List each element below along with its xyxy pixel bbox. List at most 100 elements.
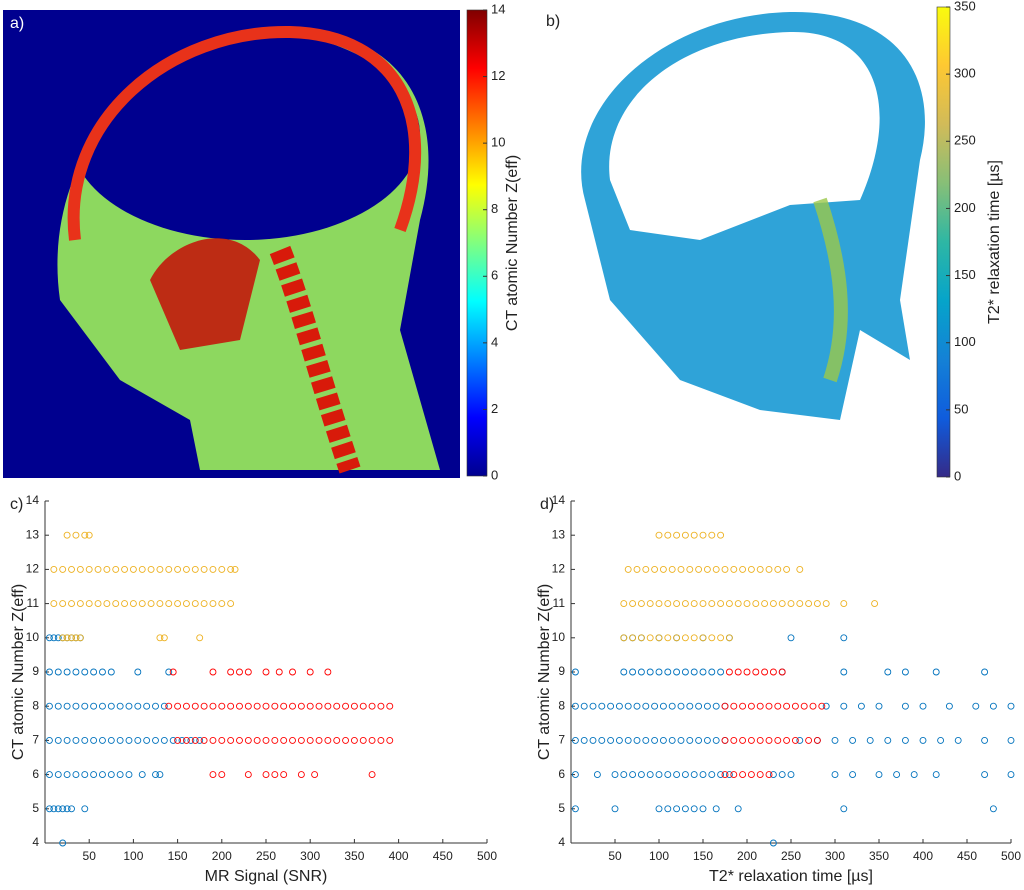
point <box>717 600 725 608</box>
point <box>165 600 173 608</box>
point <box>174 600 182 608</box>
point <box>280 702 288 710</box>
point <box>730 771 738 779</box>
y-tick-label: 4 <box>32 835 39 849</box>
point <box>620 634 628 642</box>
point <box>686 736 694 744</box>
point <box>813 736 821 744</box>
point <box>297 702 305 710</box>
point <box>677 565 685 573</box>
point <box>182 736 190 744</box>
point <box>730 565 738 573</box>
point <box>655 805 663 813</box>
point <box>730 736 738 744</box>
point <box>831 736 839 744</box>
point <box>90 771 98 779</box>
point <box>703 702 711 710</box>
point <box>677 702 685 710</box>
point <box>227 668 235 676</box>
point <box>765 771 773 779</box>
point <box>134 668 142 676</box>
point <box>68 600 75 608</box>
colorbar-tick-label: 2 <box>491 401 498 416</box>
point <box>227 736 235 744</box>
point <box>954 736 962 744</box>
point <box>765 702 773 710</box>
point <box>774 702 782 710</box>
point <box>244 771 252 779</box>
point <box>708 531 716 539</box>
point <box>244 702 252 710</box>
point <box>129 565 137 573</box>
point <box>297 771 305 779</box>
y-tick-label: 9 <box>32 664 39 678</box>
point <box>244 736 252 744</box>
point <box>262 736 270 744</box>
point <box>152 771 159 779</box>
point <box>655 668 663 676</box>
point <box>637 668 645 676</box>
point <box>107 668 115 676</box>
point <box>743 668 751 676</box>
point <box>673 771 681 779</box>
x-tick-label: 150 <box>693 849 713 863</box>
point <box>919 702 927 710</box>
point <box>200 565 208 573</box>
point <box>813 600 821 608</box>
point <box>681 531 689 539</box>
point <box>840 668 848 676</box>
point <box>739 771 747 779</box>
colorbar-tick-label: 150 <box>954 267 976 282</box>
point <box>63 736 71 744</box>
point <box>200 736 208 744</box>
colorbar-tick-label: 8 <box>491 201 498 216</box>
point <box>76 565 84 573</box>
point <box>699 634 707 642</box>
y-tick-label: 4 <box>558 835 565 849</box>
point <box>893 771 901 779</box>
point <box>54 634 62 642</box>
point <box>703 736 711 744</box>
colorbar-tick-label: 300 <box>954 66 976 81</box>
point <box>796 565 804 573</box>
point <box>664 668 672 676</box>
colorbar-tick-label: 200 <box>954 200 976 215</box>
point <box>174 702 182 710</box>
point <box>796 600 804 608</box>
point <box>50 805 58 813</box>
point <box>324 736 332 744</box>
point <box>59 839 67 847</box>
point <box>989 702 997 710</box>
point <box>76 634 84 642</box>
point <box>311 771 319 779</box>
point <box>76 600 84 608</box>
point <box>721 771 729 779</box>
point <box>81 771 89 779</box>
y-tick-label: 12 <box>552 562 566 576</box>
point <box>646 668 654 676</box>
point <box>695 736 703 744</box>
point <box>72 702 80 710</box>
point <box>90 668 98 676</box>
y-tick-label: 7 <box>32 733 39 747</box>
point <box>45 771 53 779</box>
point <box>981 736 989 744</box>
point <box>708 600 716 608</box>
point <box>209 668 217 676</box>
point <box>629 634 637 642</box>
point <box>633 736 641 744</box>
point <box>761 668 769 676</box>
point <box>368 702 376 710</box>
point <box>99 771 106 779</box>
point <box>699 531 707 539</box>
point <box>739 702 747 710</box>
y-tick-label: 14 <box>552 493 566 507</box>
ct-image <box>3 10 460 478</box>
y-tick-label: 11 <box>553 596 566 610</box>
point <box>646 634 654 642</box>
x-axis-label: MR Signal (SNR) <box>205 868 328 885</box>
colorbar-tick-label: 14 <box>491 1 505 16</box>
point <box>169 668 177 676</box>
point <box>571 668 579 676</box>
point <box>668 565 676 573</box>
